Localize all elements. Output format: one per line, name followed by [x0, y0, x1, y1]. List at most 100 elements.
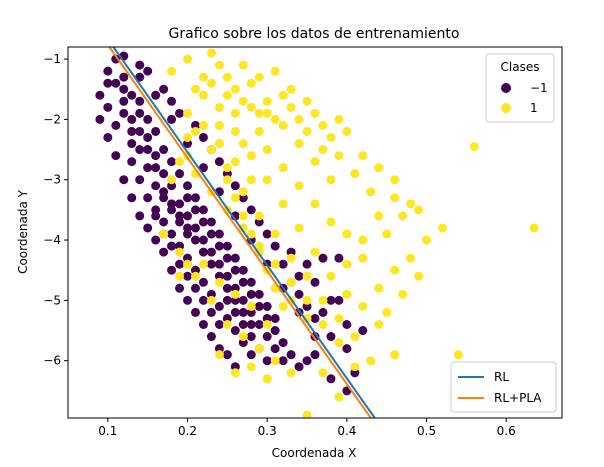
scatter-point [342, 320, 352, 329]
scatter-point [175, 199, 185, 209]
scatter-point [175, 283, 185, 293]
y-tick-label: −2 [43, 112, 61, 126]
scatter-point [103, 66, 113, 76]
scatter-point [214, 157, 224, 167]
scatter-point [262, 145, 272, 155]
scatter-point [238, 60, 248, 70]
scatter-point [326, 374, 336, 384]
scatter-point [175, 247, 185, 257]
scatter-point [246, 332, 256, 342]
y-tick-label: −4 [43, 233, 61, 247]
scatter-point [119, 175, 129, 185]
scatter-point [398, 289, 408, 299]
scatter-point [326, 295, 336, 305]
scatter-point [254, 72, 264, 82]
axes-frame [67, 46, 563, 419]
scatter-point [198, 320, 208, 329]
scatter-point [270, 259, 280, 269]
scatter-point [230, 157, 240, 167]
plot-area [95, 47, 539, 418]
scatter-point [294, 271, 304, 281]
scatter-point [183, 108, 193, 118]
x-axis-label: Coordenada X [272, 446, 357, 460]
scatter-point [270, 229, 280, 239]
scatter-point [151, 181, 161, 191]
scatter-point [334, 295, 344, 305]
scatter-point [198, 247, 208, 257]
scatter-point [254, 211, 264, 221]
scatter-point [326, 271, 336, 281]
scatter-point [350, 169, 360, 179]
scatter-point [230, 84, 240, 94]
scatter-point [437, 223, 447, 233]
scatter-point [214, 139, 224, 149]
scatter-point [270, 66, 280, 76]
scatter-point [198, 277, 208, 287]
scatter-point [302, 271, 312, 281]
scatter-point [222, 90, 232, 100]
scatter-point [302, 126, 312, 136]
scatter-point [406, 253, 416, 263]
scatter-point [151, 151, 161, 161]
scatter-point [238, 187, 248, 197]
scatter-point [222, 72, 232, 82]
scatter-point [254, 108, 264, 118]
scatter-point [302, 410, 312, 418]
scatter-point [262, 229, 272, 239]
scatter-point [278, 338, 288, 348]
scatter-point [143, 66, 153, 76]
legend-classes: Clases −1 1 [485, 53, 555, 123]
scatter-point [246, 362, 256, 372]
scatter-point [270, 114, 280, 124]
scatter-point [334, 151, 344, 161]
scatter-point [278, 199, 288, 209]
scatter-point [175, 217, 185, 227]
y-axis-label: Coordenada Y [16, 189, 30, 274]
scatter-point [206, 259, 216, 269]
x-tick-label: 0.2 [178, 424, 197, 438]
scatter-point [135, 126, 145, 136]
scatter-point [246, 78, 256, 88]
scatter-point [318, 120, 328, 130]
scatter-point [246, 350, 256, 360]
scatter-point [374, 283, 384, 293]
scatter-point [246, 175, 256, 185]
scatter-point [238, 307, 248, 317]
scatter-point [230, 253, 240, 263]
scatter-point [278, 356, 288, 366]
scatter-point [246, 320, 256, 329]
scatter-point [103, 78, 113, 88]
scatter-point [246, 289, 256, 299]
scatter-point [358, 301, 368, 311]
scatter-point [270, 326, 280, 336]
scatter-point [222, 295, 232, 305]
scatter-point [238, 96, 248, 106]
scatter-point [222, 271, 232, 281]
scatter-point [119, 72, 129, 82]
scatter-point [214, 241, 224, 251]
scatter-point [190, 235, 200, 245]
scatter-point [159, 217, 169, 227]
scatter-point [190, 271, 200, 281]
legend-lines-box [450, 361, 557, 413]
scatter-point [222, 175, 232, 185]
scatter-point [262, 374, 272, 384]
scatter-point [103, 102, 113, 112]
scatter-point [183, 211, 193, 221]
scatter-point [190, 193, 200, 203]
scatter-point [214, 120, 224, 130]
scatter-point [222, 320, 232, 329]
scatter-point [222, 283, 232, 293]
scatter-point [119, 96, 129, 106]
scatter-point [262, 96, 272, 106]
scatter-point [159, 84, 169, 94]
scatter-point [286, 350, 296, 360]
scatter-point [175, 108, 185, 118]
scatter-point [230, 265, 240, 275]
scatter-point [135, 60, 145, 70]
scatter-point [302, 356, 312, 366]
scatter-point [167, 175, 177, 185]
scatter-point [159, 229, 169, 239]
scatter-point [270, 356, 280, 366]
